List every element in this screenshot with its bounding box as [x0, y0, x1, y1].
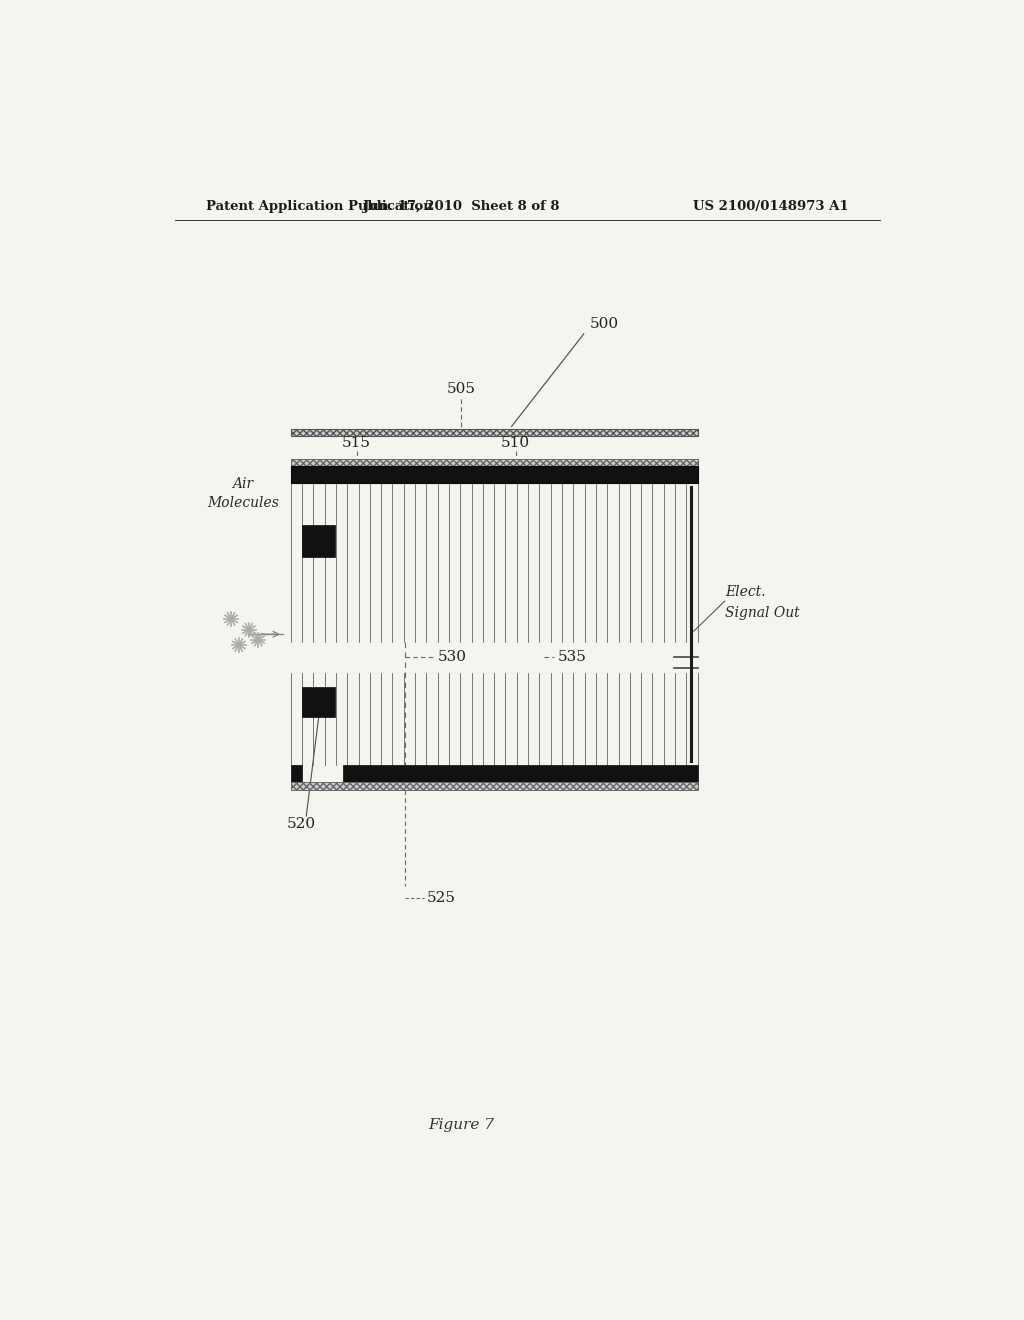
Text: Signal Out: Signal Out	[725, 606, 800, 619]
Text: Patent Application Publication: Patent Application Publication	[206, 199, 432, 213]
Text: 505: 505	[446, 383, 476, 396]
Text: Air
Molecules: Air Molecules	[207, 477, 279, 510]
Bar	[291, 459, 697, 466]
Text: Figure 7: Figure 7	[428, 1118, 495, 1131]
Bar	[291, 766, 302, 781]
Bar	[291, 781, 697, 789]
Text: 535: 535	[558, 651, 587, 664]
Text: Elect.: Elect.	[725, 585, 765, 599]
Bar	[291, 466, 697, 483]
Text: 510: 510	[501, 437, 530, 450]
Bar	[302, 525, 335, 557]
Text: US 2100/0148973 A1: US 2100/0148973 A1	[693, 199, 849, 213]
Text: 525: 525	[426, 891, 456, 904]
Bar	[343, 766, 697, 781]
Text: Jun. 17, 2010  Sheet 8 of 8: Jun. 17, 2010 Sheet 8 of 8	[362, 199, 559, 213]
Bar	[291, 429, 697, 436]
Text: 500: 500	[590, 317, 620, 331]
Text: 520: 520	[287, 817, 316, 832]
Bar	[302, 686, 335, 718]
Text: 530: 530	[438, 651, 467, 664]
Text: 515: 515	[342, 437, 371, 450]
